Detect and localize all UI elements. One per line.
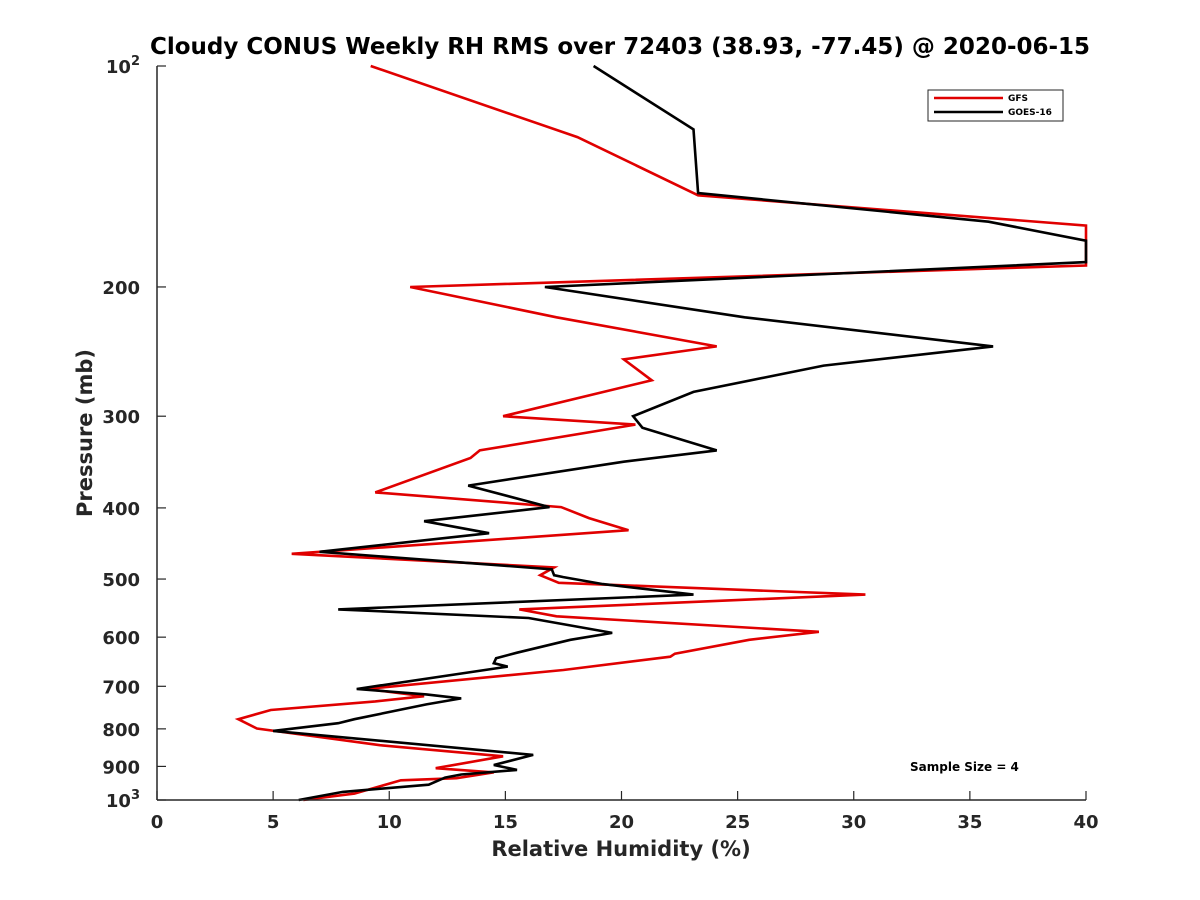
y-tick-label: 900 — [102, 757, 140, 778]
y-tick-label: 500 — [102, 570, 140, 591]
y-tick-label: 300 — [102, 407, 140, 428]
x-tick-label: 20 — [609, 812, 634, 833]
sample-size-annotation: Sample Size = 4 — [910, 760, 1019, 774]
x-tick-label: 35 — [957, 812, 982, 833]
x-tick-label: 0 — [151, 812, 164, 833]
series-line-goes16 — [272, 64, 1088, 802]
y-tick-exponent: 2 — [131, 54, 140, 69]
y-tick-label: 400 — [102, 499, 140, 520]
plot-area — [157, 66, 1086, 800]
y-tick-label: 800 — [102, 720, 140, 741]
x-tick-label: 5 — [267, 812, 280, 833]
series-layer — [234, 64, 1088, 802]
series-line-gfs — [234, 64, 1088, 802]
x-tick-label: 40 — [1073, 812, 1098, 833]
legend: GFS GOES-16 — [927, 89, 1064, 122]
x-axis-label: Relative Humidity (%) — [491, 837, 750, 861]
x-tick-label: 10 — [377, 812, 402, 833]
x-tick-label: 25 — [725, 812, 750, 833]
y-tick-label: 600 — [102, 628, 140, 649]
x-tick-label: 30 — [841, 812, 866, 833]
x-tick-label: 15 — [493, 812, 518, 833]
legend-box — [927, 89, 1064, 122]
y-tick-exponent: 3 — [131, 788, 140, 803]
x-axis-ticks: 0 5 10 15 20 25 30 35 40 — [151, 791, 1099, 833]
chart-title: Cloudy CONUS Weekly RH RMS over 72403 (3… — [150, 34, 1090, 60]
legend-label-gfs: GFS — [1008, 94, 1028, 104]
y-axis-label: Pressure (mb) — [73, 349, 97, 517]
y-tick-label: 200 — [102, 278, 140, 299]
legend-label-goes16: GOES-16 — [1008, 108, 1052, 118]
y-tick-label: 700 — [102, 677, 140, 698]
